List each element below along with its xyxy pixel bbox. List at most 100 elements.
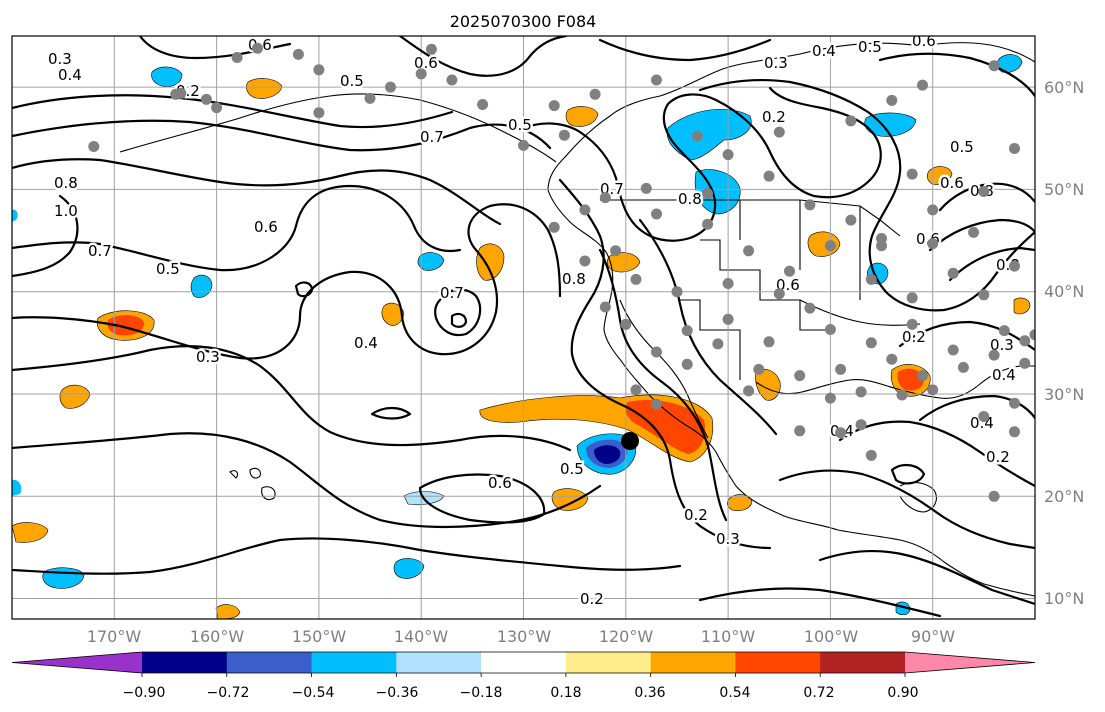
station-marker: [957, 361, 969, 373]
lon-tick-label: 90°W: [911, 627, 955, 646]
colorbar-tick-label: 0.72: [803, 685, 834, 701]
station-marker: [947, 344, 959, 356]
map-frame: [11, 35, 1036, 620]
contour-label: 0.6: [940, 174, 964, 192]
station-marker: [824, 240, 836, 252]
lat-tick-label: 20°N: [1044, 487, 1084, 506]
station-marker: [681, 358, 693, 370]
station-markers: [88, 42, 1035, 502]
contour-label: 0.7: [440, 284, 464, 302]
station-marker: [518, 139, 529, 151]
contour-label: 0.3: [196, 348, 220, 366]
lon-tick-label: 100°W: [804, 627, 859, 646]
station-marker: [743, 245, 755, 257]
station-marker: [835, 427, 847, 439]
colorbar-bin: [396, 652, 482, 673]
station-marker: [978, 289, 990, 301]
contour-label: 0.4: [992, 366, 1016, 384]
station-marker: [794, 425, 806, 437]
contour-label: 0.3: [716, 530, 740, 548]
contour-label: 0.2: [580, 590, 604, 608]
contour-label: 0.6: [414, 54, 438, 72]
station-marker: [610, 245, 622, 257]
station-marker: [446, 74, 458, 86]
station-marker: [200, 93, 212, 105]
station-marker: [579, 255, 591, 267]
contour-label: 0.5: [950, 138, 974, 156]
colorbar-tick-label: 0.90: [887, 685, 918, 701]
station-marker: [1029, 329, 1035, 341]
contour-label: 0.6: [488, 474, 512, 492]
colorbar-tick-label: −0.90: [123, 685, 166, 701]
contour-label: 0.5: [508, 116, 532, 134]
station-marker: [784, 265, 795, 277]
station-marker: [170, 88, 182, 100]
station-marker: [415, 68, 427, 80]
station-marker: [917, 79, 928, 91]
contour-label: 0.2: [762, 108, 786, 126]
lat-axis-labels: 60°N 50°N 40°N 30°N 20°N 10°N: [1044, 78, 1084, 608]
station-marker: [712, 338, 724, 350]
station-marker: [1009, 143, 1020, 154]
colorbar-tick-label: 0.18: [550, 685, 581, 701]
colorbar-bin: [650, 652, 736, 673]
station-marker: [845, 214, 857, 226]
colorbar: [11, 651, 1036, 677]
station-marker: [231, 52, 243, 63]
station-marker: [364, 92, 376, 104]
station-marker: [906, 292, 918, 304]
contour-label: 0.7: [420, 128, 444, 146]
station-marker: [845, 115, 857, 127]
highlight-marker: [621, 432, 639, 450]
map-area: 0.3 0.4 0.2 0.6 0.5 0.6 0.3 0.4 0.5 0.6 …: [12, 32, 1035, 619]
station-marker: [804, 199, 816, 211]
station-marker: [385, 81, 396, 93]
station-marker: [558, 129, 570, 141]
station-marker: [988, 60, 1000, 72]
contour-label: 0.2: [684, 506, 708, 524]
contour-label: 0.8: [678, 190, 702, 208]
colorbar-tick-label: −0.54: [292, 685, 335, 701]
colorbar-extend-min: [12, 652, 142, 673]
station-marker: [691, 130, 703, 142]
station-marker: [702, 218, 714, 230]
contour-label: 0.2: [902, 328, 926, 346]
station-marker: [743, 385, 755, 397]
station-marker: [1019, 357, 1031, 369]
station-marker: [651, 398, 662, 410]
station-marker: [313, 64, 325, 76]
lon-tick-label: 170°W: [87, 627, 142, 646]
station-marker: [252, 42, 263, 54]
station-marker: [651, 74, 662, 86]
station-marker: [794, 370, 806, 382]
station-marker: [927, 384, 939, 396]
station-marker: [978, 186, 990, 197]
lat-tick-label: 50°N: [1044, 180, 1084, 199]
lat-tick-label: 40°N: [1044, 282, 1084, 301]
lat-tick-label: 30°N: [1044, 385, 1084, 404]
station-marker: [681, 325, 693, 337]
station-marker: [998, 325, 1010, 337]
station-marker: [917, 370, 928, 382]
lon-tick-label: 140°W: [394, 627, 449, 646]
station-marker: [886, 353, 898, 365]
station-marker: [988, 349, 1000, 361]
station-marker: [589, 88, 601, 100]
station-marker: [835, 363, 847, 375]
station-marker: [1009, 260, 1020, 272]
station-marker: [773, 288, 785, 300]
station-marker: [477, 99, 489, 110]
station-marker: [906, 168, 918, 180]
station-marker: [824, 324, 836, 335]
colorbar-tick-label: 0.54: [719, 685, 750, 701]
colorbar-bin: [820, 652, 906, 673]
station-marker: [722, 149, 734, 161]
contour-label: 0.5: [156, 260, 180, 278]
figure-title: 2025070300 F084: [450, 12, 597, 31]
lon-tick-label: 110°W: [701, 627, 756, 646]
station-marker: [640, 182, 652, 194]
contour-label: 0.6: [912, 32, 936, 50]
station-marker: [927, 204, 939, 216]
station-marker: [599, 301, 611, 313]
station-marker: [671, 286, 683, 298]
